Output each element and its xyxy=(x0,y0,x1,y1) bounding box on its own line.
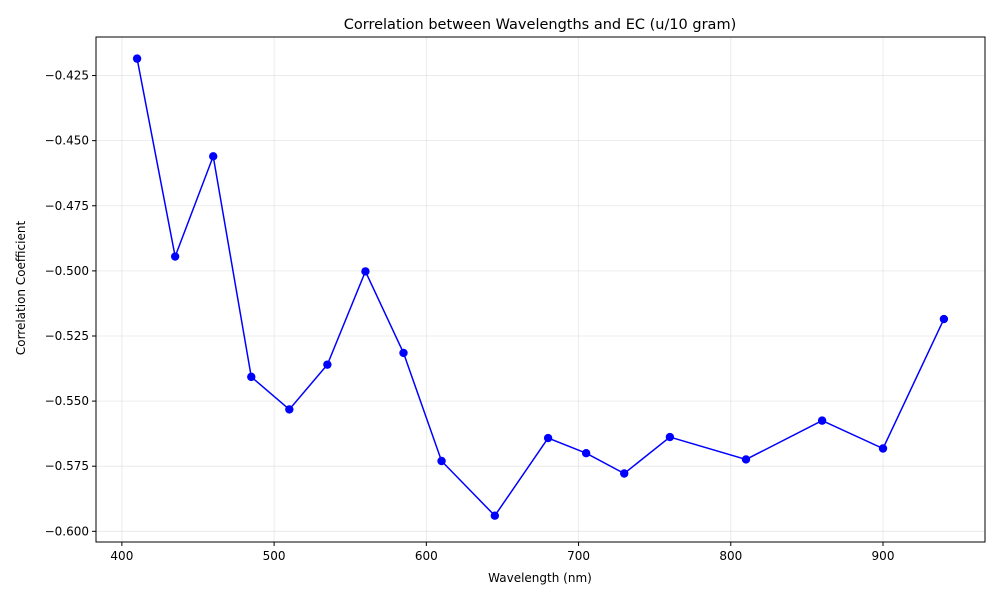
data-point xyxy=(437,456,446,466)
y-tick-label: −0.475 xyxy=(45,199,89,213)
series-line xyxy=(136,58,945,517)
series-polyline xyxy=(136,58,945,517)
data-point xyxy=(361,267,370,276)
y-axis-ticks: −0.425 −0.450 −0.475 −0.500 −0.525 −0.550 −0.5… xyxy=(45,69,96,538)
data-point xyxy=(323,360,332,369)
x-axis-ticks: 400 500 600 700 800 900 xyxy=(110,542,894,563)
x-tick-label: 500 xyxy=(263,549,286,563)
x-tick-label: 600 xyxy=(415,549,438,563)
data-point xyxy=(399,348,408,358)
grid xyxy=(96,37,985,542)
x-tick-label: 900 xyxy=(872,549,895,563)
data-point xyxy=(939,314,949,324)
x-tick-label: 700 xyxy=(567,549,590,563)
data-point xyxy=(132,54,142,63)
data-point xyxy=(665,432,675,442)
x-tick-label: 800 xyxy=(719,549,742,563)
series-points xyxy=(132,54,949,520)
x-axis-label: Wavelength (nm) xyxy=(488,571,592,585)
data-point xyxy=(543,433,553,443)
y-tick-label: −0.575 xyxy=(45,459,89,473)
data-point xyxy=(581,448,591,458)
data-point xyxy=(741,455,751,464)
y-tick-label: −0.550 xyxy=(45,394,89,408)
data-point xyxy=(209,152,218,161)
y-tick-label: −0.500 xyxy=(45,264,89,278)
y-tick-label: −0.425 xyxy=(45,69,89,83)
chart-title: Correlation between Wavelengths and EC (… xyxy=(344,17,736,33)
data-point xyxy=(490,511,500,520)
data-point xyxy=(878,444,888,453)
data-point xyxy=(817,416,827,425)
y-tick-label: −0.450 xyxy=(45,134,89,148)
y-tick-label: −0.525 xyxy=(45,329,89,343)
data-point xyxy=(247,372,256,382)
plot-frame xyxy=(95,36,986,543)
data-point xyxy=(285,405,294,414)
data-point xyxy=(620,469,629,478)
x-tick-label: 400 xyxy=(110,549,133,563)
y-axis-label: Correlation Coefficient xyxy=(14,221,28,356)
y-tick-label: −0.600 xyxy=(45,524,89,538)
data-point xyxy=(170,252,180,261)
